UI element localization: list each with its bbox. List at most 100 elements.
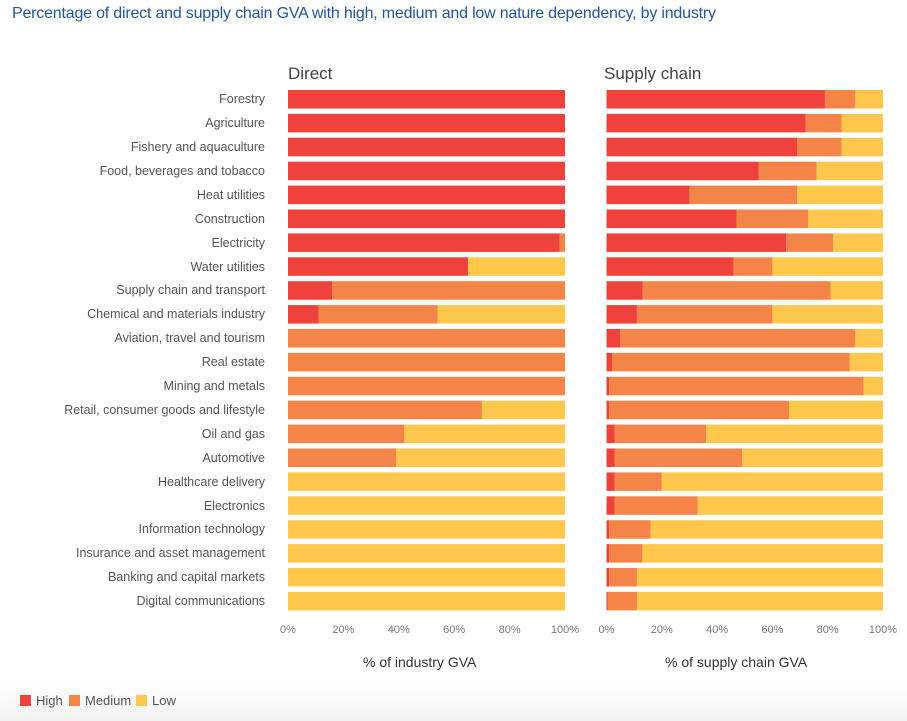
category-label: Food, beverages and tobacco <box>99 163 265 178</box>
bar-segment-high <box>288 233 560 252</box>
bar-segment-low <box>642 544 884 563</box>
category-label: Fishery and aquaculture <box>130 140 265 155</box>
bar-segment-high <box>288 185 565 205</box>
bar-segment-high <box>288 137 565 157</box>
x-tick-label: 80% <box>499 624 521 636</box>
category-label: Agriculture <box>205 116 265 131</box>
legend-swatch-high <box>20 695 31 706</box>
bar-segment-medium <box>288 424 405 444</box>
bar-segment-high <box>606 544 610 563</box>
bar-segment-low <box>788 400 883 420</box>
bar-segment-medium <box>733 257 773 276</box>
x-tick-label: 20% <box>332 624 354 636</box>
category-label: Water utilities <box>190 259 265 274</box>
bar-segment-low <box>288 544 565 563</box>
bar-segment-medium <box>797 137 842 157</box>
category-label: Real estate <box>201 355 265 370</box>
bar-segment-medium <box>609 544 643 563</box>
category-label: Heat utilities <box>196 187 265 202</box>
bar-segment-low <box>437 305 565 324</box>
bar-segment-high <box>606 233 787 252</box>
x-tick-label: 40% <box>706 624 728 636</box>
bar-segment-high <box>606 90 825 109</box>
x-tick-label: 60% <box>443 624 465 636</box>
category-label: Forestry <box>219 92 265 107</box>
x-tick-label: 100% <box>551 624 579 636</box>
bar-segment-medium <box>288 376 565 396</box>
category-label: Electricity <box>211 235 265 250</box>
x-tick-label: 40% <box>388 624 410 636</box>
category-label: Insurance and asset management <box>75 546 265 561</box>
bar-segment-low <box>404 424 565 444</box>
category-label: Automotive <box>202 450 265 465</box>
bar-segment-high <box>606 281 643 300</box>
legend-label-high: High <box>36 693 63 708</box>
bar-segment-medium <box>609 568 637 587</box>
bar-segment-high <box>606 400 610 420</box>
bar-segment-high <box>288 257 469 276</box>
bar-segment-high <box>288 281 333 300</box>
bar-segment-high <box>606 591 608 611</box>
ticks-group: 0% 20% 40% 60% 80% 100% 0% 20% 40% 60% 80% 100% <box>280 624 897 636</box>
bar-segment-low <box>706 424 883 444</box>
bar-segment-low <box>772 257 883 276</box>
category-label: Supply chain and transport <box>116 283 265 298</box>
bar-segment-medium <box>689 185 798 205</box>
bar-segment-low <box>636 568 883 587</box>
category-label: Chemical and materials industry <box>87 307 265 322</box>
bar-segment-low <box>855 329 883 348</box>
x-tick-label: 0% <box>599 624 615 636</box>
bar-segment-high <box>606 496 615 515</box>
bar-segment-high <box>606 257 734 276</box>
legend-item-low: Low <box>136 693 176 708</box>
bar-segment-high <box>288 161 565 181</box>
bar-segment-medium <box>288 329 565 348</box>
panel-title-supply-chain: Supply chain <box>604 64 702 83</box>
chart-title: Percentage of direct and supply chain GV… <box>12 5 716 22</box>
bar-segment-low <box>797 185 883 205</box>
bar-segment-medium <box>614 424 707 444</box>
x-axis-title-direct: % of industry GVA <box>363 654 477 670</box>
bar-segment-medium <box>288 400 482 420</box>
bar-segment-low <box>288 591 565 611</box>
category-label: Construction <box>194 211 265 226</box>
bar-segment-low <box>636 591 883 611</box>
bar-segment-low <box>288 568 565 587</box>
category-label: Electronics <box>203 498 265 513</box>
bar-segment-high <box>288 90 565 109</box>
bar-segment-low <box>772 305 883 324</box>
bar-segment-medium <box>332 281 565 300</box>
bar-segment-low <box>481 400 565 420</box>
bar-segment-low <box>468 257 565 276</box>
bar-segment-high <box>606 376 610 396</box>
legend-swatch-low <box>136 695 147 706</box>
bar-segment-high <box>606 329 621 348</box>
x-tick-label: 60% <box>761 624 783 636</box>
bar-segment-high <box>606 161 759 181</box>
bar-segment-medium <box>607 591 637 611</box>
bar-segment-high <box>606 472 615 491</box>
bar-segment-low <box>396 448 565 467</box>
bar-segment-high <box>606 352 613 372</box>
category-label: Information technology <box>138 522 265 537</box>
x-tick-label: 20% <box>651 624 673 636</box>
category-label: Retail, consumer goods and lifestyle <box>64 402 265 417</box>
bar-segment-medium <box>620 329 856 348</box>
legend-item-medium: Medium <box>69 693 131 708</box>
bar-segment-high <box>606 568 610 587</box>
bar-segment-low <box>855 90 883 109</box>
bar-segment-medium <box>614 448 742 467</box>
bar-segment-medium <box>612 352 850 372</box>
category-label: Aviation, travel and tourism <box>114 331 265 346</box>
bar-segment-low <box>816 161 883 181</box>
bar-segment-medium <box>559 233 565 252</box>
bar-segment-medium <box>609 400 789 420</box>
bar-segment-low <box>288 520 565 539</box>
bar-segment-high <box>606 448 615 467</box>
bar-segment-medium <box>288 352 565 372</box>
legend-label-medium: Medium <box>85 693 132 708</box>
bar-segment-high <box>606 113 806 133</box>
bar-segment-high <box>288 209 565 228</box>
bar-segment-low <box>288 496 565 515</box>
